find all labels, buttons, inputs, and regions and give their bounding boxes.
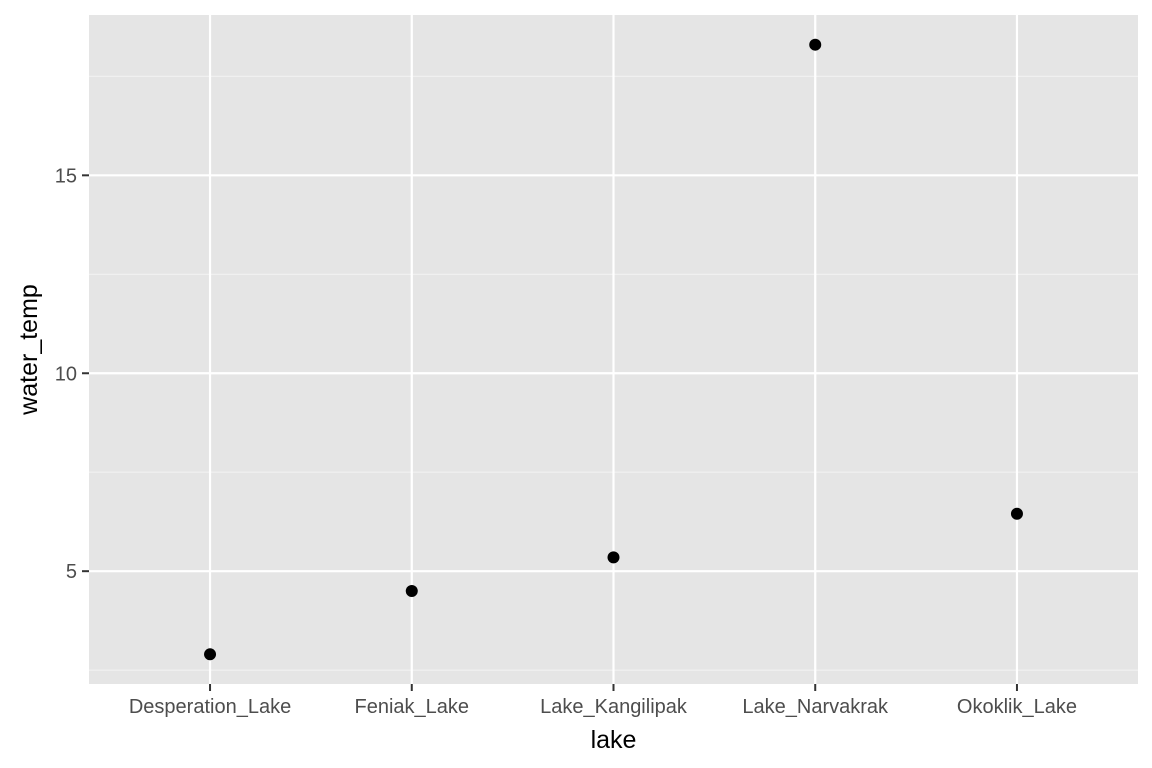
data-point <box>607 551 620 564</box>
x-tick-label: Feniak_Lake <box>355 696 470 718</box>
y-tick-label: 10 <box>55 363 77 385</box>
x-tick-label: Desperation_Lake <box>129 696 291 718</box>
x-axis-title: lake <box>591 726 637 754</box>
x-tick-label: Lake_Kangilipak <box>540 696 688 718</box>
data-point <box>204 648 217 661</box>
data-points <box>204 38 1023 661</box>
x-tick-label: Okoklik_Lake <box>957 696 1077 718</box>
y-tick-label: 5 <box>66 561 77 583</box>
y-tick-label: 15 <box>55 165 77 187</box>
data-point <box>809 38 822 51</box>
data-point <box>405 584 418 597</box>
data-point <box>1010 507 1023 520</box>
axis-ticks: 5 10 15 Desperation_Lake Feniak_Lake Lake_Kan… <box>55 165 1077 718</box>
y-axis-title: water_temp <box>15 284 43 416</box>
x-tick-label: Lake_Narvakrak <box>742 696 889 718</box>
grid-lines <box>89 15 1138 684</box>
